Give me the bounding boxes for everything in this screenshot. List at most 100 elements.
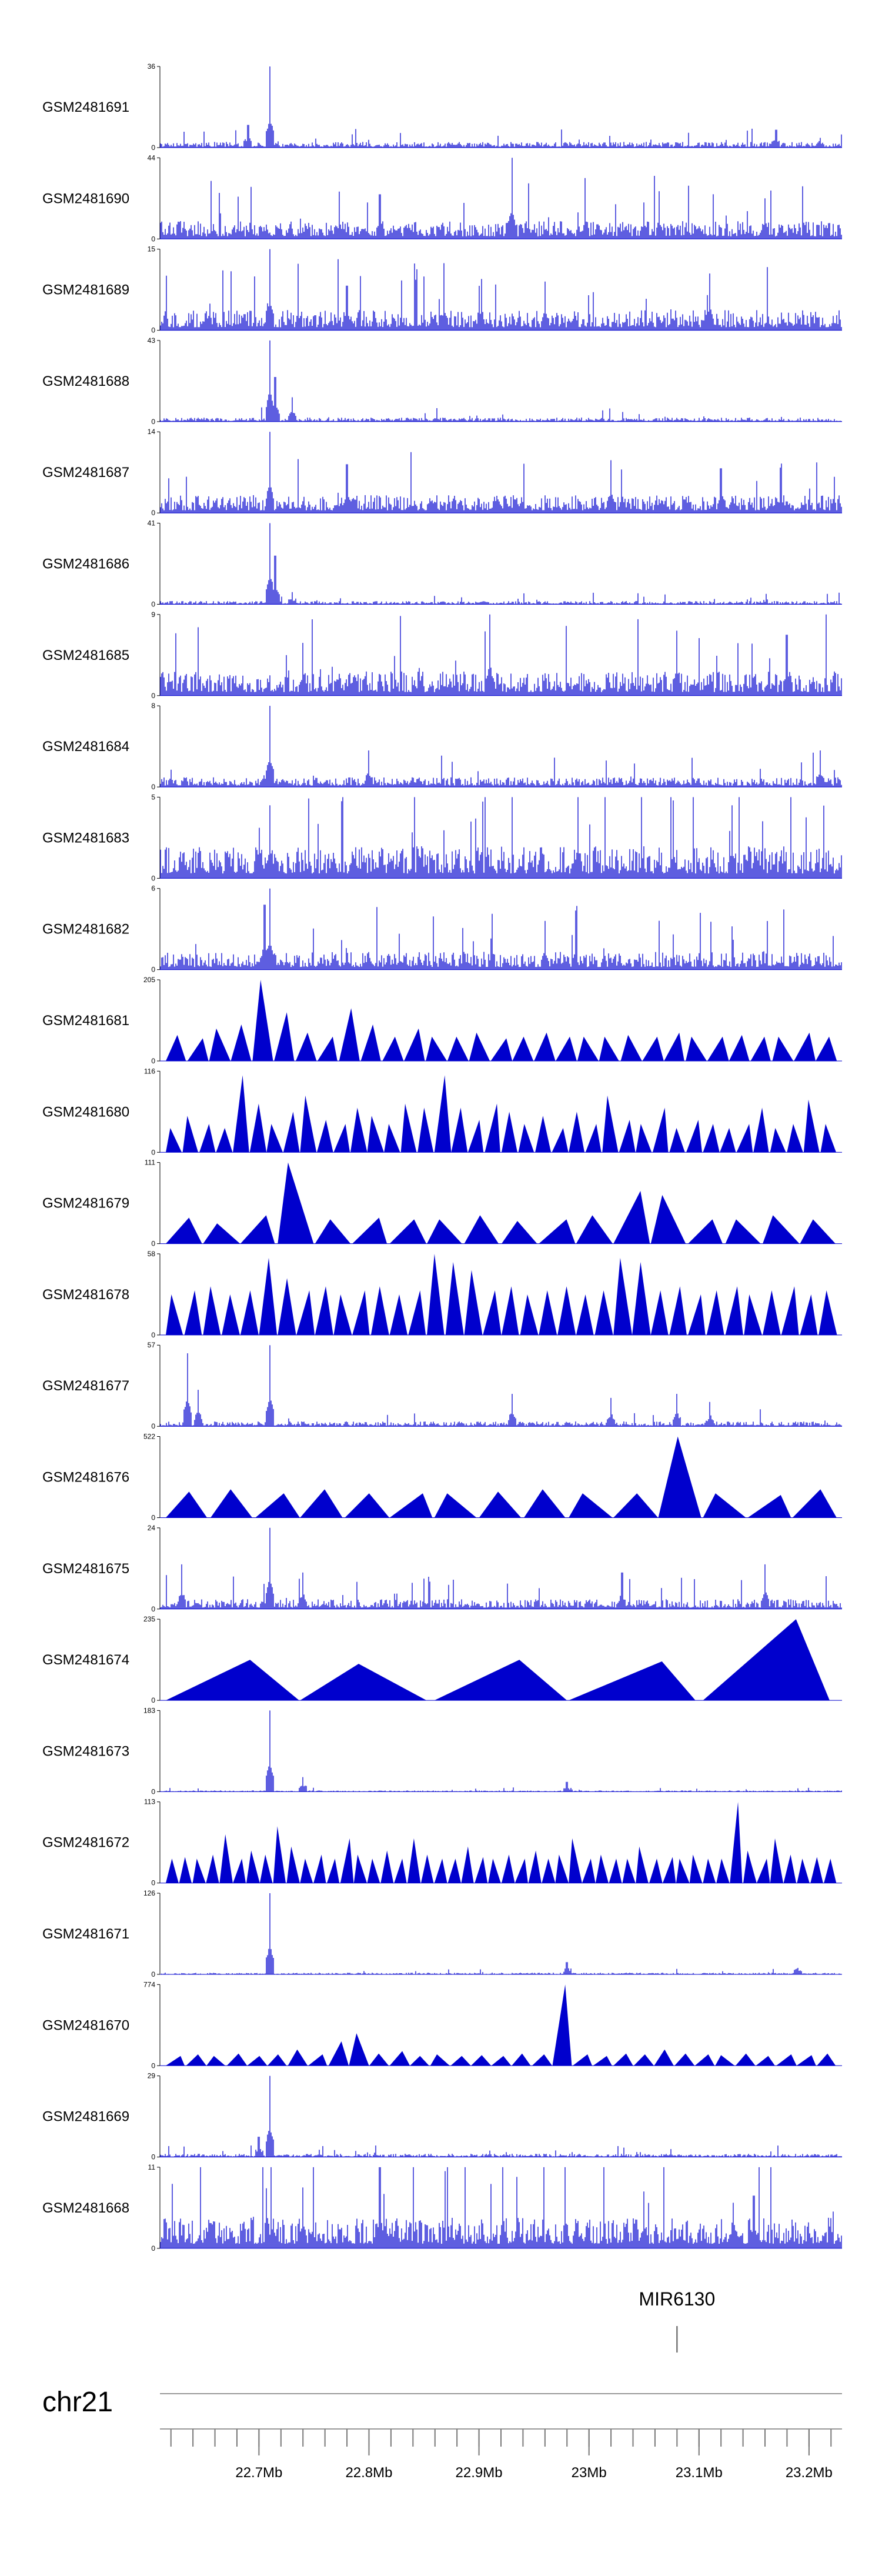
signal-peak (569, 1493, 613, 1518)
signal-peak (797, 1858, 810, 1883)
signal-peak (226, 2053, 248, 2066)
signal-peak (620, 1035, 642, 1061)
track-GSM2481683: GSM2481683 5 0 (42, 793, 842, 882)
signal-peak (664, 1032, 684, 1061)
signal-peak (524, 1489, 566, 1518)
signal-peak (400, 1103, 417, 1153)
signal-peak (233, 1858, 246, 1883)
signal-peak (219, 1834, 233, 1883)
signal-peak (349, 2033, 369, 2066)
track-label: GSM2481672 (42, 1835, 129, 1851)
y-axis-min-label: 0 (151, 1605, 155, 1613)
signal-peak (816, 1036, 837, 1061)
x-tick-label: 22.7Mb (235, 2465, 282, 2481)
signal-peak (720, 1127, 736, 1153)
signal-bars (160, 158, 842, 239)
signal-peak (689, 1854, 703, 1883)
track-label: GSM2481684 (42, 739, 129, 755)
signal-bars (160, 1893, 842, 1974)
signal-peak (166, 1035, 186, 1061)
y-axis-min-label: 0 (151, 1787, 155, 1796)
signal-peak (427, 1253, 445, 1335)
y-axis-max-label: 15 (148, 245, 156, 253)
signal-peak (367, 1858, 380, 1883)
signal-peak (787, 1124, 803, 1153)
signal-peak (447, 1858, 461, 1883)
signal-peak (725, 1286, 743, 1335)
signal-peak (658, 1436, 701, 1518)
signal-peak (818, 1290, 837, 1335)
y-axis-max-label: 5 (151, 793, 155, 801)
signal-peak (451, 1107, 468, 1153)
track-label: GSM2481688 (42, 373, 129, 389)
signal-peak (642, 1036, 664, 1061)
signal-peak (427, 1219, 462, 1244)
signal-peak (520, 1294, 539, 1335)
y-axis-max-label: 205 (143, 976, 155, 984)
signal-bars (160, 2076, 842, 2157)
signal-peak (557, 1286, 576, 1335)
signal-peak (622, 1858, 636, 1883)
signal-peak (747, 1494, 791, 1518)
x-tick-label: 23.1Mb (676, 2465, 723, 2481)
track-GSM2481686: GSM2481686 41 0 (42, 519, 842, 609)
signal-peak (230, 1024, 252, 1061)
signal-peak (296, 1290, 315, 1335)
signal-peak (410, 2056, 429, 2066)
signal-peak (353, 1854, 367, 1883)
signal-bars (160, 888, 842, 970)
signal-peak (569, 1661, 696, 1701)
signal-peak (300, 1664, 427, 1701)
signal-peak (233, 1075, 249, 1153)
signal-peak (794, 1032, 816, 1061)
signal-peak (182, 1116, 198, 1153)
signal-peak (352, 1290, 370, 1335)
signal-peak (445, 1262, 464, 1335)
gene-MIR6130: MIR6130 (639, 2288, 715, 2353)
signal-peak (475, 1857, 488, 1883)
signal-peak (166, 1491, 208, 1518)
track-label: GSM2481690 (42, 191, 129, 206)
signal-bars (160, 432, 842, 513)
signal-bars (160, 614, 842, 696)
signal-peak (542, 1858, 556, 1883)
track-GSM2481691: GSM2481691 36 0 (42, 62, 842, 152)
signal-peak (360, 1024, 381, 1061)
y-axis-min-label: 0 (151, 1879, 155, 1887)
signal-peak (585, 1124, 602, 1153)
y-axis-max-label: 8 (151, 702, 155, 710)
signal-peak (694, 2054, 715, 2066)
y-axis-min-label: 0 (151, 1331, 155, 1339)
signal-peak (744, 1294, 762, 1335)
track-GSM2481674: GSM2481674 235 0 (42, 1615, 842, 1704)
track-GSM2481676: GSM2481676 522 0 (42, 1433, 842, 1522)
signal-peak (676, 1858, 690, 1883)
signal-peak (619, 1120, 636, 1153)
track-label: GSM2481668 (42, 2200, 129, 2216)
y-axis-min-label: 0 (151, 144, 155, 152)
signal-peak (447, 1036, 469, 1061)
signal-peak (757, 1858, 770, 1883)
signal-peak (613, 1493, 659, 1518)
signal-peak (576, 1215, 613, 1244)
signal-peak (240, 1215, 275, 1244)
signal-bars (160, 1527, 842, 1609)
signal-peak (259, 1854, 273, 1883)
signal-peak (514, 1858, 528, 1883)
signal-peak (222, 1294, 240, 1335)
signal-peak (800, 1294, 818, 1335)
y-axis-max-label: 36 (148, 62, 156, 71)
x-tick-label: 23Mb (572, 2465, 607, 2481)
signal-peak (781, 1286, 799, 1335)
x-tick-label: 23.2Mb (786, 2465, 833, 2481)
signal-peak (206, 2056, 226, 2066)
y-axis-max-label: 6 (151, 885, 155, 893)
signal-peak (300, 1858, 313, 1883)
track-GSM2481670: GSM2481670 774 0 (42, 1980, 842, 2070)
y-axis-min-label: 0 (151, 966, 155, 974)
track-label: GSM2481683 (42, 830, 129, 846)
signal-peak (467, 1120, 484, 1153)
signal-peak (750, 1036, 771, 1061)
signal-peak (770, 1838, 783, 1883)
y-axis-min-label: 0 (151, 418, 155, 426)
